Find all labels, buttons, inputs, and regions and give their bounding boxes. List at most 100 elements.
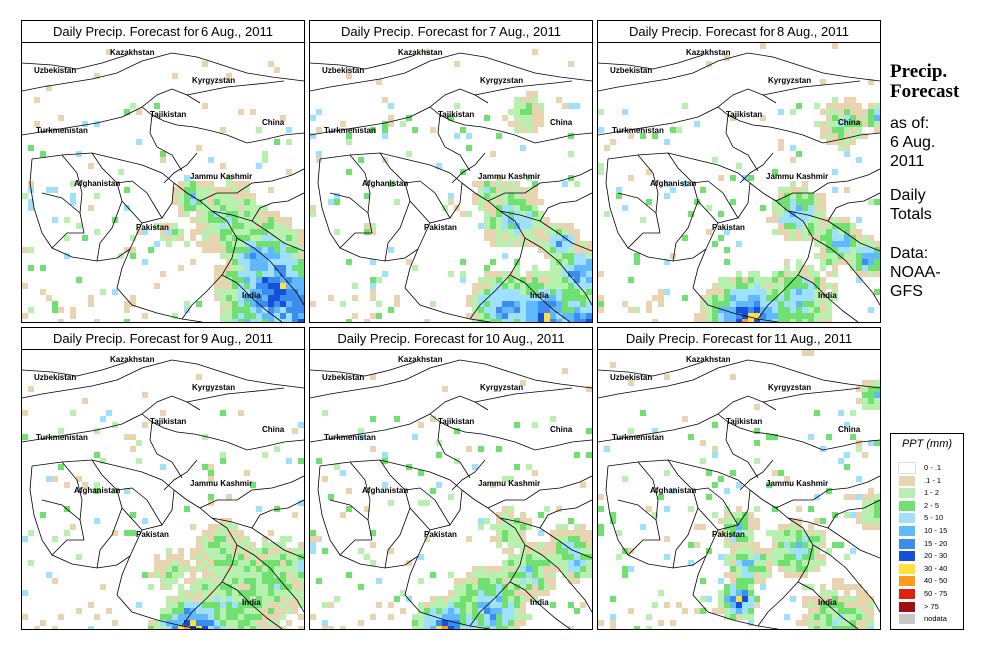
map-label-turkmenistan: Turkmenistan (612, 126, 664, 135)
legend-swatch (899, 601, 915, 612)
legend-label: 20 - 30 (924, 551, 948, 561)
precip-cells (310, 368, 592, 629)
data-line3: GFS (890, 283, 923, 300)
legend-label: nodata (924, 614, 947, 624)
legend-swatch (899, 589, 915, 599)
legend-item: .1 - 1 (899, 475, 961, 486)
legend-swatch (899, 614, 915, 625)
map-label-jammu-kashmir: Jammu Kashmir (190, 479, 252, 488)
map-label-india: India (242, 598, 261, 607)
legend-item: 0 - .1 (898, 462, 961, 474)
map-label-tajikistan: Tajikistan (438, 417, 474, 426)
as-of-line1: as of: (890, 115, 930, 132)
forecast-panel-aug11: Daily Precip. Forecast for 11 Aug., 2011 … (597, 327, 881, 630)
legend-swatch (899, 526, 915, 536)
forecast-panel-aug9: Daily Precip. Forecast for 9 Aug., 2011 K… (21, 327, 305, 630)
precip-map: Kazakhstan Uzbekistan Kyrgyzstan Tajikistan… (22, 43, 304, 322)
daily-line2: Totals (890, 206, 932, 223)
legend-label: 10 - 15 (924, 526, 948, 535)
map-label-pakistan: Pakistan (136, 223, 169, 232)
map-label-kazakhstan: Kazakhstan (110, 355, 155, 364)
precip-map: Kazakhstan Uzbekistan Kyrgyzstan Tajikistan… (598, 43, 880, 322)
map-label-pakistan: Pakistan (136, 530, 169, 539)
map-label-china: China (550, 118, 573, 127)
map-label-kazakhstan: Kazakhstan (686, 48, 731, 57)
map-label-kyrgyzstan: Kyrgyzstan (768, 76, 811, 85)
legend-label: 5 - 10 (924, 513, 944, 523)
map-label-india: India (530, 291, 549, 300)
map-label-china: China (838, 425, 861, 434)
map-label-afghanistan: Afghanistan (650, 486, 696, 495)
legend-swatch (899, 551, 915, 562)
map-label-uzbekistan: Uzbekistan (34, 66, 76, 75)
map-label-tajikistan: Tajikistan (438, 110, 474, 119)
data-line1: Data: (890, 245, 929, 262)
country-borders (22, 359, 304, 629)
map-label-india: India (242, 291, 261, 300)
legend-item: 15 - 20 (899, 538, 961, 549)
map-label-china: China (262, 425, 285, 434)
side-title: Precip. Forecast (890, 62, 959, 102)
map-label-turkmenistan: Turkmenistan (36, 126, 88, 135)
legend-item: 30 - 40 (899, 563, 961, 574)
map-label-kyrgyzstan: Kyrgyzstan (192, 76, 235, 85)
side-title-line1: Precip. (890, 61, 948, 82)
precip-grid-svg: Kazakhstan Uzbekistan Kyrgyzstan Tajikistan… (22, 48, 304, 322)
ppt-legend: PPT (mm) 0 - .1 .1 - 1 1 - 2 2 - 5 5 - 10 10 … (890, 433, 964, 630)
precip-cells (310, 49, 592, 322)
panel-title: Daily Precip. Forecast for 10 Aug., 2011 (310, 328, 592, 350)
map-label-turkmenistan: Turkmenistan (36, 433, 88, 442)
precip-map: Kazakhstan Uzbekistan Kyrgyzstan Tajikistan… (310, 43, 592, 322)
precip-cells (22, 49, 304, 322)
map-label-afghanistan: Afghanistan (74, 486, 120, 495)
data-line2: NOAA- (890, 264, 941, 281)
map-label-china: China (262, 118, 285, 127)
side-title-line2: Forecast (890, 81, 960, 102)
map-label-kyrgyzstan: Kyrgyzstan (192, 383, 235, 392)
legend-item: 2 - 5 (899, 500, 961, 511)
map-label-pakistan: Pakistan (424, 223, 457, 232)
map-label-afghanistan: Afghanistan (362, 486, 408, 495)
legend-item: 1 - 2 (899, 487, 961, 499)
precip-grid-svg: Kazakhstan Uzbekistan Kyrgyzstan Tajikistan… (598, 43, 880, 322)
map-label-afghanistan: Afghanistan (362, 179, 408, 188)
legend-label: 0 - .1 (924, 463, 942, 472)
country-borders (22, 52, 304, 322)
legend-label: 1 - 2 (924, 488, 940, 498)
precip-cells (598, 350, 880, 629)
map-label-jammu-kashmir: Jammu Kashmir (190, 172, 252, 181)
country-borders (598, 52, 880, 322)
map-label-pakistan: Pakistan (424, 530, 457, 539)
map-label-pakistan: Pakistan (712, 530, 745, 539)
precip-cells (22, 374, 304, 629)
map-label-kyrgyzstan: Kyrgyzstan (480, 76, 523, 85)
legend-swatch (899, 563, 915, 574)
legend-swatch (899, 538, 915, 549)
daily-totals-block: Daily Totals (890, 186, 932, 224)
map-label-turkmenistan: Turkmenistan (324, 433, 376, 442)
precip-grid-svg: Kazakhstan Uzbekistan Kyrgyzstan Tajikistan… (310, 355, 592, 629)
panel-title: Daily Precip. Forecast for 8 Aug., 2011 (598, 21, 880, 43)
forecast-panel-aug6: Daily Precip. Forecast for 6 Aug., 2011 K… (21, 20, 305, 323)
as-of-line3: 2011 (890, 153, 925, 170)
map-label-jammu-kashmir: Jammu Kashmir (766, 479, 828, 488)
legend-item: 20 - 30 (899, 550, 961, 562)
legend-item: 10 - 15 (899, 525, 961, 536)
map-label-kazakhstan: Kazakhstan (398, 355, 443, 364)
map-label-uzbekistan: Uzbekistan (34, 373, 76, 382)
map-label-china: China (550, 425, 573, 434)
map-label-india: India (818, 598, 837, 607)
legend-item: 40 - 50 (899, 575, 961, 587)
map-label-jammu-kashmir: Jammu Kashmir (766, 172, 828, 181)
legend-label: .1 - 1 (924, 475, 942, 485)
map-label-kazakhstan: Kazakhstan (398, 48, 443, 57)
map-label-india: India (530, 598, 549, 607)
map-label-jammu-kashmir: Jammu Kashmir (478, 172, 540, 181)
map-label-tajikistan: Tajikistan (726, 110, 762, 119)
map-label-pakistan: Pakistan (712, 223, 745, 232)
map-label-tajikistan: Tajikistan (150, 110, 186, 119)
legend-label: 15 - 20 (924, 538, 948, 548)
legend-label: > 75 (924, 601, 939, 611)
map-label-uzbekistan: Uzbekistan (610, 66, 652, 75)
map-label-tajikistan: Tajikistan (726, 417, 762, 426)
